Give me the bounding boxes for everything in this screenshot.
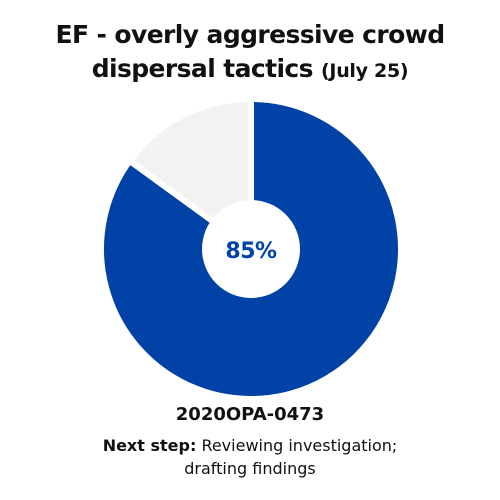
next-step-text: Reviewing investigation; drafting findin…	[184, 436, 398, 478]
case-id: 2020OPA-0473	[175, 404, 325, 425]
next-step-label: Next step:	[102, 436, 197, 455]
chart-title: EF - overly aggressive crowd dispersal t…	[0, 18, 500, 88]
chart-title-text: EF - overly aggressive crowd dispersal t…	[55, 20, 445, 83]
center-percent-label: 85%	[225, 239, 277, 264]
donut-chart: 85%	[100, 98, 402, 400]
next-step: Next step: Reviewing investigation; draf…	[75, 434, 425, 480]
donut-hole	[202, 200, 300, 298]
chart-subtitle: (July 25)	[321, 60, 409, 82]
